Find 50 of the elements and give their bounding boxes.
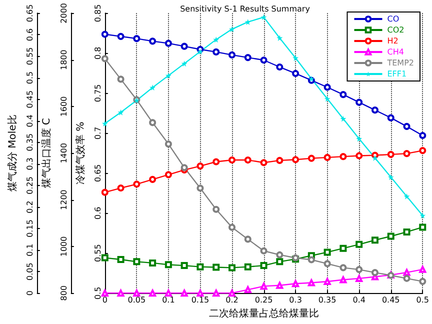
y-tick-label: 0.3	[25, 158, 34, 170]
legend-label: TEMP2	[386, 58, 414, 68]
y-axis-title: 煤气成分 Mole比	[6, 114, 18, 192]
y2-tick-label: 2000	[59, 3, 68, 24]
y2-tick-label: 1600	[59, 96, 68, 117]
x-tick-label: 0.2	[226, 296, 238, 305]
y-tick-label: 0.2	[25, 200, 34, 214]
x-tick-label: 0.3	[289, 296, 302, 305]
y3-tick-label: 0.65	[93, 164, 102, 182]
y-tick-label: 0.65	[25, 4, 34, 22]
x-axis-title: 二次给煤量占总给煤量比	[208, 308, 319, 320]
y3-axis-title: 冷煤气效率 %	[74, 122, 86, 184]
legend-label: CO2	[387, 26, 404, 34]
legend-label: EFF1	[387, 70, 407, 78]
y2-tick-label: 1000	[59, 236, 68, 257]
y-tick-label: 0.1	[25, 244, 34, 256]
x-tick-label: 0.35	[318, 296, 336, 305]
y2-tick-label: 1400	[59, 142, 68, 164]
x-tick-label: 0.45	[382, 296, 400, 305]
y3-tick-label: 0.75	[93, 84, 102, 102]
legend-label: CO	[387, 14, 400, 24]
x-tick-label: 0.25	[254, 296, 273, 305]
y2-tick-label: 800	[59, 285, 68, 301]
x-tick-label: 0.15	[191, 296, 210, 305]
x-tick-label: 0.5	[416, 296, 430, 305]
y2-axis-title: 煤气出口温度 C	[40, 118, 52, 188]
y-tick-label: 0.4	[25, 114, 34, 128]
legend-label: H2	[387, 36, 398, 46]
y2-tick-label: 1200	[59, 190, 68, 210]
y2-tick-label: 1800	[59, 50, 68, 70]
y3-tick-label: 0.55	[93, 244, 102, 262]
y-tick-label: 0.45	[25, 90, 34, 108]
y3-tick-label: 0.6	[93, 206, 102, 220]
y3-tick-label: 0.7	[93, 126, 102, 140]
x-tick-label: 0.1	[162, 296, 175, 305]
legend-label: CH4	[387, 48, 404, 56]
chart-title: Sensitivity S-1 Results Summary	[180, 4, 310, 14]
y-tick-label: 0.55	[25, 47, 34, 66]
y-tick-label: 0.15	[25, 220, 34, 238]
y3-tick-label: 0.8	[93, 46, 102, 60]
x-tick-label: 0.4	[352, 296, 366, 305]
y3-tick-label: 0.85	[93, 4, 102, 22]
y-tick-label: 0.05	[25, 262, 34, 280]
x-tick-label: 0	[102, 296, 108, 305]
y-tick-label: 0.6	[25, 28, 34, 42]
y-tick-label: 0.35	[25, 133, 34, 152]
y-tick-label: 0	[25, 290, 34, 296]
y-tick-label: 0.5	[25, 71, 34, 84]
y-tick-label: 0.25	[25, 176, 34, 194]
x-tick-label: 0.05	[128, 296, 146, 305]
